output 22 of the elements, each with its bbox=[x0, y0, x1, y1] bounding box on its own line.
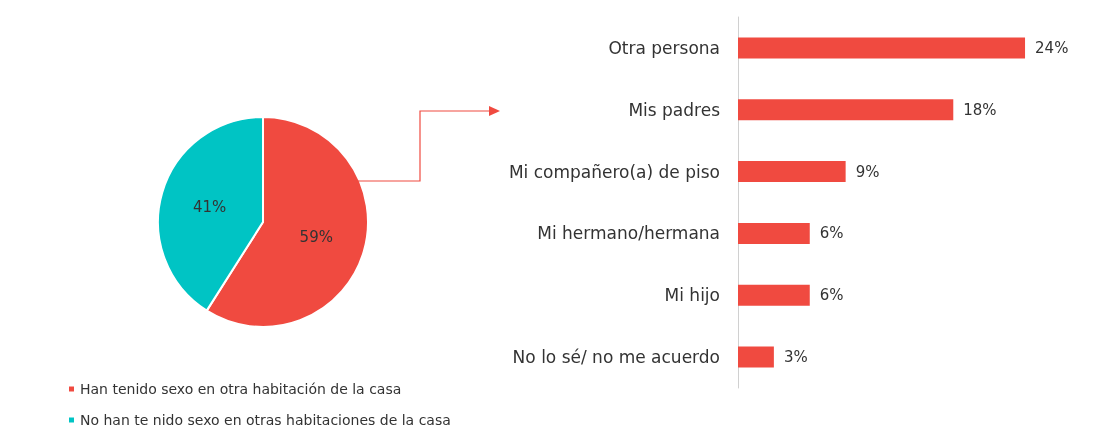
bar bbox=[738, 284, 810, 306]
bar bbox=[738, 37, 1026, 59]
legend-label: No han te nido sexo en otras habitaciones de la casa bbox=[80, 412, 451, 428]
y-tick-label: Mi hermano/hermana bbox=[537, 223, 720, 244]
bar bbox=[738, 161, 846, 183]
y-tick-label: Otra persona bbox=[608, 37, 720, 58]
data-label: 18% bbox=[963, 100, 997, 119]
data-label: 3% bbox=[783, 348, 808, 367]
bar bbox=[738, 99, 954, 121]
data-label: 41% bbox=[193, 197, 227, 216]
bar bbox=[738, 346, 774, 368]
data-label: 24% bbox=[1035, 38, 1069, 57]
y-tick-label: No lo sé/ no me acuerdo bbox=[512, 347, 720, 368]
bar bbox=[738, 222, 810, 244]
y-tick-label: Mis padres bbox=[628, 99, 721, 120]
y-tick-label: Mi hijo bbox=[664, 285, 720, 306]
data-label: 59% bbox=[299, 228, 333, 247]
y-tick-label: Mi compañero(a) de piso bbox=[508, 161, 720, 182]
legend-label: Han tenido sexo en otra habitación de la casa bbox=[80, 381, 402, 397]
data-label: 9% bbox=[855, 162, 880, 181]
data-label: 6% bbox=[819, 224, 844, 243]
data-label: 6% bbox=[819, 286, 844, 305]
